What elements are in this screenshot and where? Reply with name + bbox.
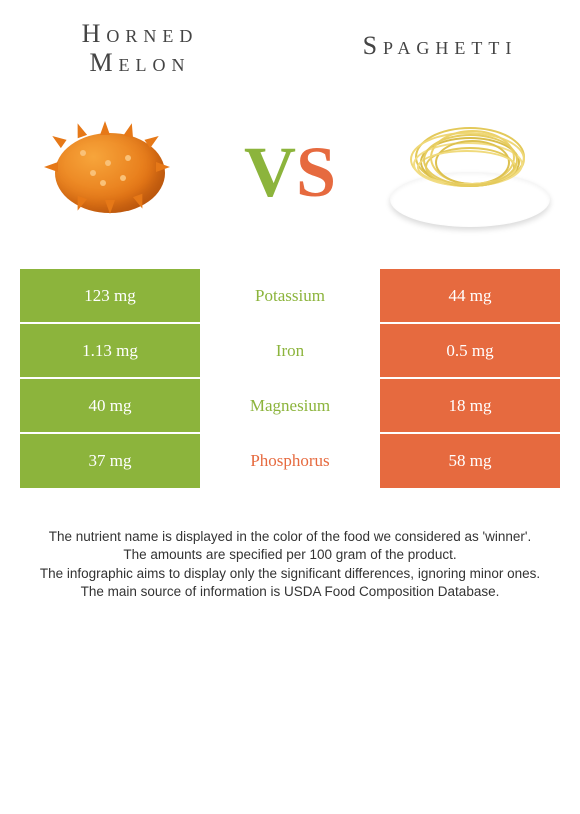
left-value-cell: 1.13 mg — [20, 323, 200, 378]
nutrition-table: 123 mgPotassium44 mg1.13 mgIron0.5 mg40 … — [20, 267, 560, 488]
right-value-cell: 44 mg — [380, 268, 560, 323]
left-food-line2: Melon — [89, 48, 190, 77]
header: Horned Melon Spaghetti — [0, 0, 580, 87]
nutrient-row: 40 mgMagnesium18 mg — [20, 378, 560, 433]
left-value-cell: 123 mg — [20, 268, 200, 323]
left-value-cell: 40 mg — [20, 378, 200, 433]
right-value-cell: 0.5 mg — [380, 323, 560, 378]
right-value-cell: 18 mg — [380, 378, 560, 433]
vs-s: S — [296, 132, 336, 212]
spaghetti-icon — [390, 112, 550, 232]
left-food-image — [30, 107, 190, 237]
right-food-image — [390, 107, 550, 237]
footer-line: The amounts are specified per 100 gram o… — [30, 546, 550, 564]
horned-melon-icon — [50, 125, 170, 220]
footer-notes: The nutrient name is displayed in the co… — [0, 488, 580, 601]
nutrient-row: 123 mgPotassium44 mg — [20, 268, 560, 323]
vs-label: VS — [244, 131, 336, 214]
nutrient-row: 37 mgPhosphorus58 mg — [20, 433, 560, 488]
nutrient-name-cell: Phosphorus — [200, 433, 380, 488]
footer-line: The nutrient name is displayed in the co… — [30, 528, 550, 546]
right-food-title: Spaghetti — [340, 20, 540, 77]
left-food-line1: Horned — [82, 19, 199, 48]
nutrient-row: 1.13 mgIron0.5 mg — [20, 323, 560, 378]
nutrient-name-cell: Potassium — [200, 268, 380, 323]
nutrient-name-cell: Iron — [200, 323, 380, 378]
footer-line: The infographic aims to display only the… — [30, 565, 550, 583]
left-food-title: Horned Melon — [40, 20, 240, 77]
footer-line: The main source of information is USDA F… — [30, 583, 550, 601]
right-value-cell: 58 mg — [380, 433, 560, 488]
left-value-cell: 37 mg — [20, 433, 200, 488]
vs-row: VS — [0, 87, 580, 267]
nutrition-tbody: 123 mgPotassium44 mg1.13 mgIron0.5 mg40 … — [20, 268, 560, 488]
vs-v: V — [244, 132, 296, 212]
nutrient-name-cell: Magnesium — [200, 378, 380, 433]
